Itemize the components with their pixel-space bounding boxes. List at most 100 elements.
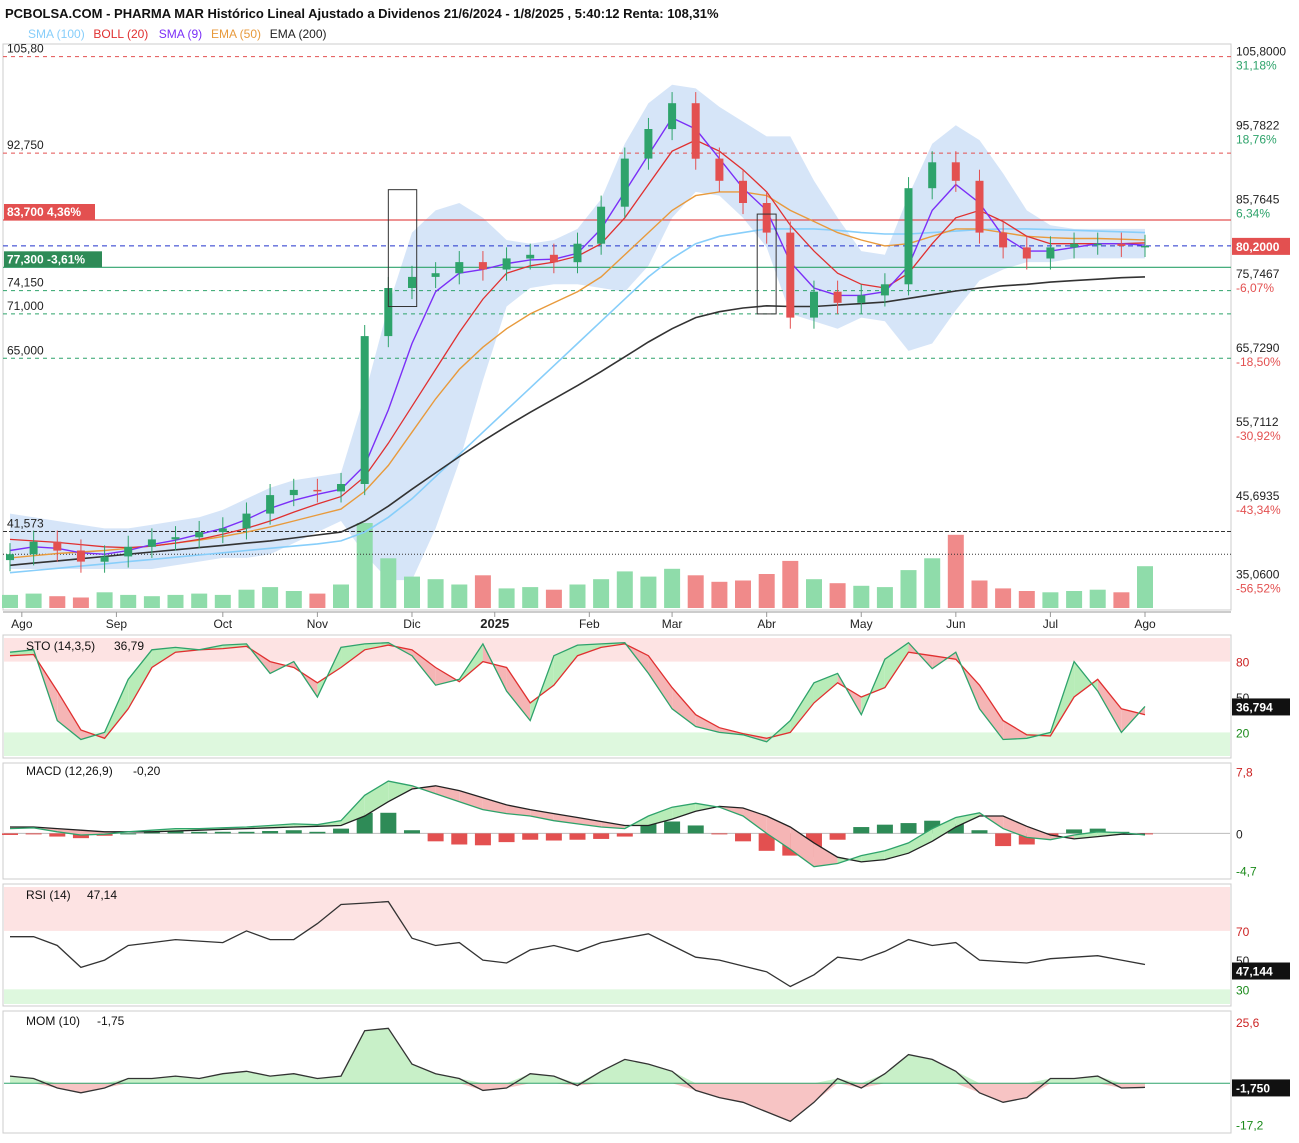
sto-fill [648, 655, 673, 709]
candle-body [762, 203, 771, 233]
volume-bar [356, 523, 373, 608]
macd-fill [884, 842, 909, 860]
price-tick-pct-1: 18,76% [1236, 133, 1277, 147]
x-tick-label-3: Nov [307, 617, 328, 631]
price-tick-pct-2: 6,34% [1236, 207, 1270, 221]
macd-hist-bar [947, 823, 964, 834]
x-tick-label-11: Jul [1043, 617, 1058, 631]
macd-hist-bar [735, 833, 752, 842]
macd-hist-bar [309, 831, 326, 834]
volume-bar [758, 574, 775, 608]
sto-fill [57, 691, 81, 740]
macd-hist-bar [214, 831, 231, 834]
candle-body [171, 537, 180, 540]
candle-body [218, 528, 227, 533]
volume-bar [2, 594, 18, 608]
macd-fill [861, 850, 885, 862]
volume-bar [1018, 591, 1035, 608]
mom-last-tag [1232, 1079, 1290, 1097]
sto-fill [577, 643, 602, 656]
candle-body [455, 262, 464, 274]
volume-bar [876, 587, 893, 608]
macd-fill [459, 790, 483, 810]
volume-bar [474, 575, 491, 608]
volume-bar [72, 597, 89, 608]
last-price-text: 80,2000 [1236, 240, 1280, 254]
macd-hist-bar [664, 821, 681, 834]
candle-body [360, 336, 369, 484]
price-tick-pct-3: -6,07% [1236, 281, 1274, 295]
sto-oversold-band [4, 732, 1230, 756]
macd-fill [648, 807, 673, 826]
macd-tick-0: 7,8 [1236, 766, 1253, 780]
rsi-overbought-band [4, 887, 1230, 931]
candle-body [691, 103, 700, 159]
macd-fill [932, 817, 956, 842]
mom-last-text: -1,750 [1236, 1081, 1270, 1095]
macd-hist-bar [829, 833, 846, 840]
x-tick-label-4: Dic [403, 617, 420, 631]
volume-bar [333, 584, 349, 608]
x-tick-label-1: Sep [106, 617, 128, 631]
candle-body [100, 556, 109, 562]
macd-hist-bar [474, 833, 491, 846]
bollinger-band [10, 84, 1145, 581]
x-tick-label-8: Abr [757, 617, 776, 631]
candle-body [549, 254, 558, 263]
legend-item-1: BOLL (20) [93, 27, 148, 41]
price-tick-1: 95,7822 [1236, 119, 1280, 133]
level-label-5: 74,150 [7, 276, 44, 290]
macd-fill [672, 803, 696, 820]
price-tick-5: 55,7112 [1236, 415, 1279, 429]
x-tick-label-0: Ago [11, 617, 33, 631]
volume-bar [49, 596, 66, 608]
candle-body [999, 232, 1008, 248]
sto-fill [482, 643, 507, 692]
mom-panel: MOM (10) -1,75 25,6 -17,2 -1,750 [4, 1014, 1290, 1132]
sto-fill [151, 647, 176, 668]
rsi-tick-0: 70 [1236, 925, 1250, 939]
volume-bar [924, 558, 941, 608]
mom-value: -1,75 [97, 1014, 125, 1028]
volume-bar [309, 593, 326, 608]
rsi-title: RSI (14) [26, 888, 71, 902]
macd-hist-bar [687, 825, 704, 834]
volume-bar [427, 579, 444, 608]
candle-body [289, 489, 298, 496]
candle-body [408, 276, 416, 288]
candle-body [739, 180, 747, 203]
annotation-box-0 [387, 189, 418, 308]
candle-body [597, 206, 606, 244]
candle-body [266, 495, 275, 514]
macd-hist-bar [72, 833, 89, 839]
sto-fill [695, 714, 720, 733]
price-panel: 105,80 92,750 83,700 4,36% 80,2000 77,300 -3… [2, 42, 1290, 608]
volume-bar [1042, 592, 1059, 608]
candle-body [6, 554, 14, 561]
macd-hist-bar [616, 833, 633, 837]
volume-bar [522, 587, 539, 608]
volume-bar [829, 583, 846, 608]
volume-bar [191, 593, 208, 608]
macd-hist-bar [522, 833, 539, 840]
volume-bar [782, 560, 799, 608]
sto-fill [553, 645, 578, 686]
candle-body [502, 258, 511, 270]
volume-bar [498, 588, 515, 608]
candle-body [833, 291, 842, 303]
level-tag-text-4: 77,300 -3,61% [7, 252, 85, 266]
legend-item-4: EMA (200) [270, 27, 327, 41]
volume-bar [664, 568, 681, 608]
volume-bar [380, 558, 397, 608]
volume-bar [120, 594, 137, 608]
macd-hist-bar [1089, 828, 1106, 834]
price-tick-pct-0: 31,18% [1236, 59, 1277, 73]
sto-panel-frame [2, 634, 1232, 759]
sto-tick-0: 80 [1236, 656, 1250, 670]
sto-fill [672, 687, 696, 727]
price-tick-pct-6: -43,34% [1236, 503, 1281, 517]
volume-bar [451, 584, 468, 608]
rsi-last-tag [1232, 962, 1290, 980]
macd-tick-2: -4,7 [1236, 865, 1257, 879]
candle-body [880, 284, 889, 296]
